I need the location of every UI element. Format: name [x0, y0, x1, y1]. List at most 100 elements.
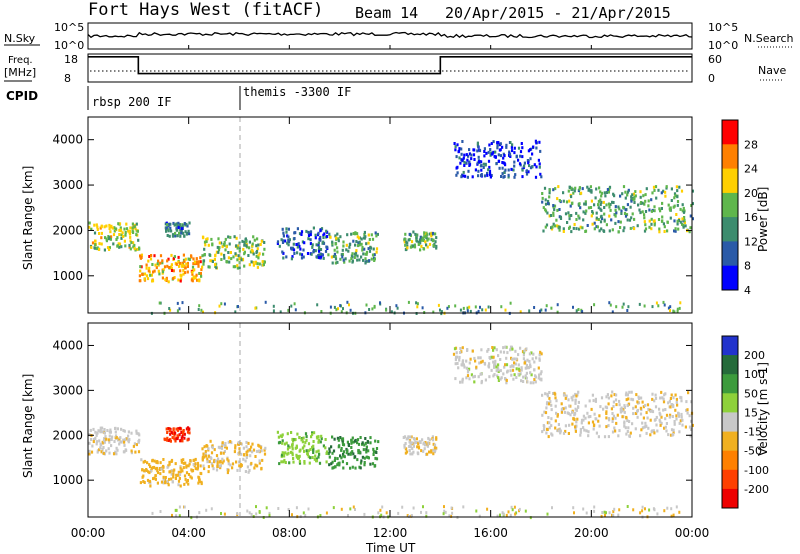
- scatter-cell: [341, 437, 345, 441]
- scatter-cell: [499, 358, 502, 361]
- scatter-cell: [342, 466, 345, 470]
- scatter-cell: [458, 355, 461, 359]
- scatter-cell: [133, 442, 136, 446]
- scatter-cell: [622, 302, 625, 306]
- scatter-cell: [572, 305, 574, 309]
- scatter-cell: [422, 505, 424, 509]
- scatter-cell: [577, 214, 580, 218]
- scatter-cell: [457, 366, 460, 370]
- scatter-cell: [544, 225, 547, 229]
- scatter-cell: [241, 258, 245, 262]
- scatter-cell: [514, 349, 517, 353]
- scatter-cell: [531, 152, 534, 156]
- scatter-cell: [142, 460, 145, 464]
- cpid-entry-rbsp: rbsp 200 IF: [92, 95, 171, 109]
- x-tick-label: 00:00: [675, 526, 710, 540]
- scatter-cell: [412, 450, 415, 454]
- scatter-cell: [593, 227, 596, 231]
- scatter-cell: [178, 231, 181, 235]
- scatter-cell: [643, 216, 646, 220]
- colorbar-swatch: [722, 374, 738, 394]
- scatter-cell: [670, 187, 673, 191]
- scatter-cell: [576, 417, 579, 421]
- scatter-cell: [109, 428, 112, 432]
- scatter-cell: [171, 233, 175, 237]
- scatter-cell: [565, 394, 568, 398]
- scatter-cell: [100, 224, 103, 228]
- scatter-cell: [541, 413, 544, 417]
- scatter-cell: [493, 346, 496, 350]
- scatter-cell: [209, 439, 212, 443]
- scatter-cell: [426, 444, 429, 448]
- scatter-cell: [255, 254, 258, 258]
- scatter-cell: [221, 457, 224, 461]
- scatter-cell: [633, 201, 636, 204]
- scatter-cell: [531, 357, 534, 361]
- scatter-cell: [664, 392, 667, 396]
- scatter-cell: [351, 436, 354, 440]
- scatter-cell: [575, 408, 578, 412]
- scatter-cell: [480, 168, 483, 172]
- scatter-cell: [606, 188, 609, 191]
- scatter-cell: [523, 161, 526, 165]
- scatter-cell: [568, 423, 571, 427]
- scatter-cell: [690, 400, 693, 404]
- scatter-cell: [639, 195, 642, 199]
- scatter-cell: [646, 416, 649, 420]
- scatter-cell: [357, 451, 360, 455]
- scatter-cell: [488, 143, 491, 147]
- scatter-cell: [663, 426, 666, 430]
- scatter-cell: [259, 243, 262, 246]
- colorbar-swatch: [722, 168, 738, 194]
- scatter-cell: [328, 232, 331, 236]
- scatter-cell: [560, 402, 563, 406]
- scatter-cell: [526, 380, 529, 384]
- scatter-cell: [540, 175, 543, 179]
- scatter-cell: [375, 250, 378, 254]
- scatter-cell: [211, 464, 214, 468]
- scatter-cell: [626, 203, 629, 207]
- scatter-cell: [402, 436, 405, 439]
- scatter-cell: [490, 142, 493, 145]
- scatter-cell: [659, 209, 662, 213]
- scatter-cell: [480, 381, 483, 385]
- scatter-cell: [290, 450, 293, 454]
- scatter-cell: [517, 372, 520, 376]
- scatter-cell: [114, 227, 118, 231]
- scatter-cell: [626, 393, 629, 397]
- scatter-cell: [137, 238, 140, 242]
- scatter-cell: [173, 255, 176, 259]
- cpid-entry-themis: themis -3300 IF: [243, 85, 351, 99]
- scatter-cell: [104, 236, 107, 240]
- scatter-cell: [205, 238, 208, 242]
- scatter-cell: [527, 149, 530, 153]
- scatter-cell: [114, 427, 117, 430]
- scatter-cell: [636, 409, 639, 413]
- scatter-cell: [562, 407, 565, 411]
- scatter-cell: [427, 436, 430, 440]
- scatter-cell: [368, 249, 372, 253]
- scatter-cell: [689, 434, 692, 438]
- scatter-cell: [513, 361, 516, 365]
- scatter-cell: [502, 372, 505, 376]
- scatter-cell: [480, 160, 483, 164]
- scatter-cell: [174, 234, 177, 238]
- scatter-cell: [94, 436, 97, 440]
- scatter-cell: [361, 455, 364, 459]
- scatter-cell: [352, 452, 355, 456]
- scatter-cell: [156, 471, 160, 475]
- scatter-cell: [168, 429, 171, 433]
- scatter-cell: [172, 276, 175, 280]
- scatter-cell: [605, 191, 608, 194]
- scatter-cell: [466, 370, 470, 374]
- scatter-cell: [548, 402, 551, 406]
- scatter-cell: [125, 437, 128, 441]
- scatter-cell: [93, 231, 97, 235]
- scatter-cell: [644, 227, 648, 231]
- scatter-cell: [190, 516, 193, 520]
- scatter-cell: [457, 150, 460, 154]
- scatter-cell: [104, 435, 107, 439]
- scatter-cell: [425, 511, 428, 515]
- scatter-cell: [643, 220, 646, 224]
